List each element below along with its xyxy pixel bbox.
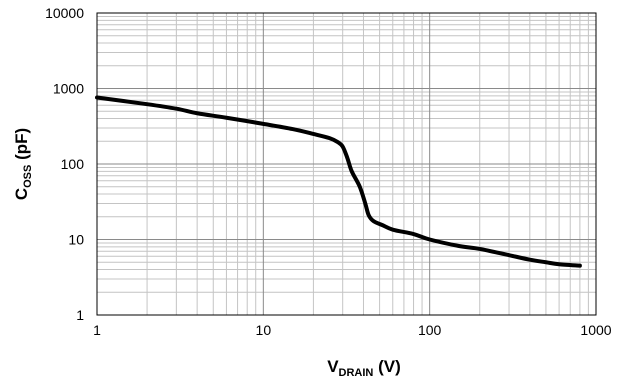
x-tick-label: 100 [418, 322, 442, 338]
y-axis-title: COSS (pF) [12, 128, 34, 200]
y-tick-label: 1000 [53, 81, 84, 97]
y-tick-labels: 1 10 100 1000 10000 [45, 5, 84, 323]
y-tick-label: 100 [61, 156, 85, 172]
plot-frame [96, 12, 597, 316]
series-line [95, 95, 582, 268]
y-tick-label: 10000 [45, 5, 84, 21]
x-tick-label: 1000 [580, 322, 611, 338]
x-tick-labels: 1 10 100 1000 [93, 322, 612, 338]
x-tick-label: 10 [256, 322, 272, 338]
y-tick-label: 1 [76, 307, 84, 323]
x-axis-title: VDRAIN (V) [327, 357, 401, 379]
y-tick-label: 10 [68, 232, 84, 248]
major-gridlines [97, 13, 596, 315]
x-tick-label: 1 [93, 322, 101, 338]
